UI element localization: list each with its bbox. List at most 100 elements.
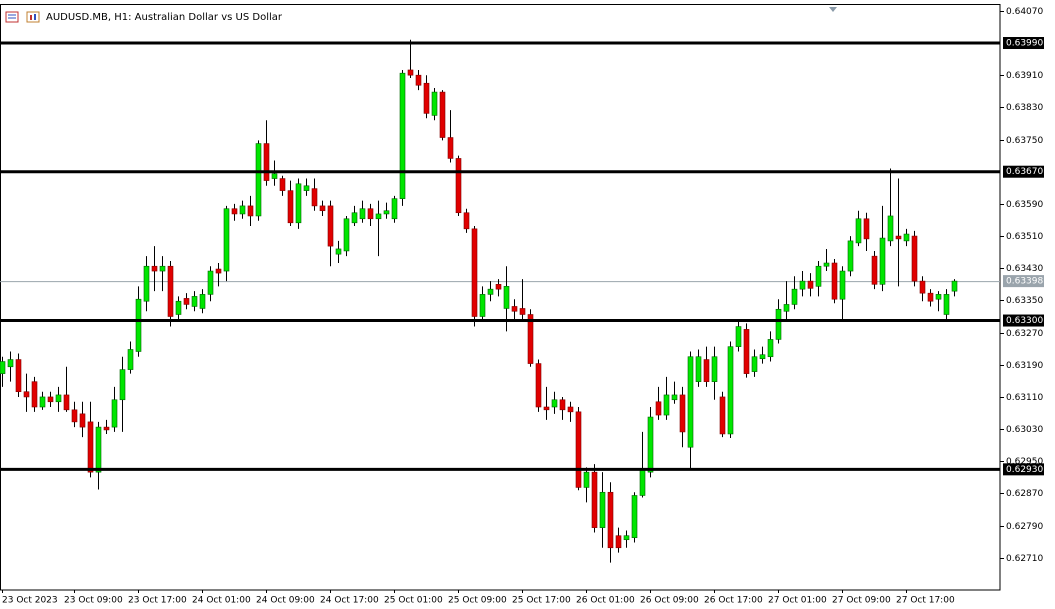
candle-body (567, 406, 574, 413)
candle-body (15, 359, 22, 393)
x-tick-label: 24 Oct 17:00 (320, 596, 379, 606)
candle-body (639, 469, 646, 496)
candle-body (367, 208, 374, 220)
candle-body (519, 308, 526, 315)
candle-body (319, 205, 326, 212)
candle-body (815, 265, 822, 287)
candle-body (767, 339, 774, 358)
candle-body (263, 143, 270, 181)
candle-body (111, 399, 118, 428)
x-tick-label: 25 Oct 17:00 (512, 596, 571, 606)
y-tick-label: 0.62790 (1006, 522, 1043, 532)
candle-body (239, 205, 246, 215)
y-tick-label: 0.62710 (1006, 554, 1043, 564)
level-label: 0.63670 (1006, 167, 1043, 177)
y-tick-label: 0.63510 (1006, 232, 1043, 242)
candle-body (119, 369, 126, 401)
candle-body (55, 394, 62, 403)
candle-body (887, 215, 894, 242)
candle-body (879, 237, 886, 285)
candle-body (471, 228, 478, 317)
candle-body (391, 198, 398, 220)
header-icons (5, 11, 40, 23)
candle-body (175, 300, 182, 315)
x-tick-label: 24 Oct 01:00 (192, 596, 251, 606)
candle-body (415, 74, 422, 86)
y-tick-label: 0.62950 (1006, 457, 1043, 467)
candle-body (311, 188, 318, 207)
candle-body (327, 205, 334, 247)
candle-body (375, 213, 382, 220)
candle-body (751, 356, 758, 372)
x-tick-label: 27 Oct 01:00 (768, 596, 827, 606)
candle-body (711, 356, 718, 382)
candle-body (63, 394, 70, 411)
candle-body (191, 296, 198, 307)
candle-body (511, 306, 518, 312)
candle-body (855, 218, 862, 244)
candle-body (287, 190, 294, 224)
candle-body (463, 212, 470, 230)
y-tick-label: 0.64070 (1006, 7, 1043, 17)
candle-body (183, 298, 190, 305)
x-tick-label: 26 Oct 09:00 (640, 596, 699, 606)
candle-body (527, 314, 534, 364)
x-tick-label: 23 Oct 2023 (2, 596, 58, 606)
candle-body (823, 262, 830, 267)
candle-body (935, 294, 942, 300)
candle-body (583, 471, 590, 488)
y-tick-label: 0.63350 (1006, 296, 1043, 306)
level-label: 0.63990 (1006, 39, 1043, 49)
y-tick-label: 0.63030 (1006, 425, 1043, 435)
y-tick-label: 0.63830 (1006, 103, 1043, 113)
icon (26, 11, 40, 23)
candle-body (871, 255, 878, 285)
y-tick-label: 0.63430 (1006, 264, 1043, 274)
x-tick-label: 25 Oct 01:00 (384, 596, 443, 606)
candle-body (351, 212, 358, 224)
candle-body (23, 391, 30, 398)
candle-body (591, 471, 598, 528)
candle-body (807, 280, 814, 289)
candle-body (479, 294, 486, 317)
candle-body (167, 265, 174, 317)
x-tick-label: 26 Oct 01:00 (576, 596, 635, 606)
y-tick-label: 0.63910 (1006, 71, 1043, 81)
candle-body (735, 326, 742, 347)
candle-body (359, 208, 366, 220)
candle-body (295, 183, 302, 224)
candle-body (943, 294, 950, 315)
candle-body (679, 394, 686, 433)
y-tick-label: 0.63590 (1006, 200, 1043, 210)
candle-body (911, 235, 918, 282)
candle-body (863, 218, 870, 240)
x-tick-label: 27 Oct 17:00 (896, 596, 955, 606)
candle-body (535, 363, 542, 408)
candle-body (0, 361, 6, 374)
level-label-box (1003, 37, 1044, 50)
candle-body (599, 491, 606, 528)
candle-body (759, 354, 766, 360)
candle-body (95, 426, 102, 473)
candle-body (399, 72, 406, 199)
candle-body (831, 262, 838, 300)
shift-marker (829, 7, 837, 12)
candle-body (655, 401, 662, 416)
candle-body (791, 288, 798, 305)
candle-body (79, 413, 86, 428)
y-tick-label: 0.63190 (1006, 361, 1043, 371)
candle-body (487, 288, 494, 295)
candle-body (39, 396, 46, 408)
candle-body (839, 270, 846, 300)
level-label-box (1003, 165, 1044, 178)
x-tick-label: 26 Oct 17:00 (704, 596, 763, 606)
candle-body (895, 235, 902, 240)
candle-body (143, 265, 150, 302)
candle-body (231, 208, 238, 215)
candle-body (279, 178, 286, 191)
candle-body (647, 416, 654, 473)
candle-body (559, 399, 566, 411)
candle-body (455, 158, 462, 214)
